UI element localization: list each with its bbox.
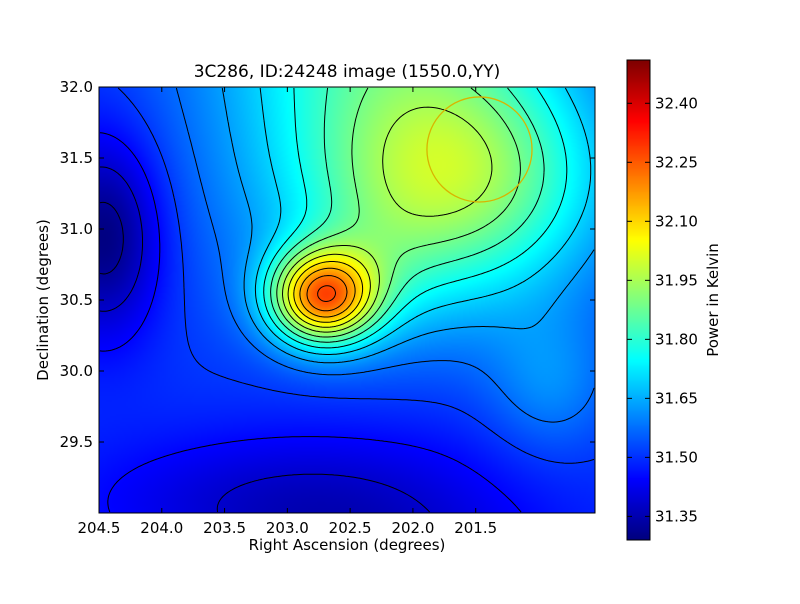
heatmap-image — [99, 87, 595, 513]
contour-line-15 — [306, 275, 348, 312]
y-tick-label: 29.5 — [60, 433, 93, 451]
colorbar-tick-label: 31.95 — [655, 271, 698, 289]
contour-line-8 — [263, 87, 568, 349]
colorbar-tick-label: 31.80 — [655, 330, 698, 348]
contour-line-11 — [282, 106, 493, 333]
y-axis-label: Declination (degrees) — [34, 219, 52, 381]
x-tick-label: 203.5 — [203, 519, 246, 537]
contour-line-1 — [99, 201, 124, 275]
y-tick-label: 32.0 — [60, 78, 93, 96]
x-axis-label: Right Ascension (degrees) — [249, 536, 446, 554]
colorbar-tick-label: 31.50 — [655, 448, 698, 466]
plot-area: 204.5 204.0 203.5 203.0 202.5 202.0 201.5 32.0… — [60, 78, 596, 537]
x-tick-label: 201.5 — [454, 519, 497, 537]
x-tick-label: 202.0 — [391, 519, 434, 537]
x-tick-label: 202.5 — [329, 519, 372, 537]
contour-line-5 — [175, 87, 595, 423]
contour-line-2 — [99, 166, 430, 513]
x-tick-label: 203.0 — [266, 519, 309, 537]
contour-lines — [99, 87, 595, 513]
colorbar-tick-label: 32.10 — [655, 212, 698, 230]
colorbar-tick-label: 31.65 — [655, 389, 698, 407]
y-tick-label: 30.0 — [60, 362, 93, 380]
contour-line-4 — [117, 87, 595, 464]
colorbar-ticks: 31.35 31.50 31.65 31.80 31.95 32.10 32.25 32.40 — [627, 94, 698, 525]
y-tick-label: 30.5 — [60, 291, 93, 309]
contour-line-13 — [293, 261, 364, 323]
contour-line-3 — [99, 132, 522, 513]
y-tick-label: 31.0 — [60, 220, 93, 238]
x-tick-label: 204.0 — [140, 519, 183, 537]
y-axis-ticks: 32.0 31.5 31.0 30.5 30.0 29.5 — [60, 78, 595, 451]
x-axis-ticks: 204.5 204.0 203.5 203.0 202.5 202.0 201.5 — [78, 87, 497, 537]
chart-title: 3C286, ID:24248 image (1550.0,YY) — [194, 62, 501, 82]
contour-line-7 — [254, 87, 592, 355]
contour-line-12 — [287, 253, 371, 328]
colorbar-frame — [626, 59, 651, 541]
contour-line-9 — [270, 87, 545, 343]
colorbar-tick-label: 31.35 — [655, 507, 698, 525]
colorbar-gradient — [627, 60, 650, 540]
contour-line-16 — [317, 285, 336, 302]
colorbar-tick-label: 32.25 — [655, 153, 698, 171]
colorbar: 31.35 31.50 31.65 31.80 31.95 32.10 32.25 32.40… — [626, 59, 722, 541]
contour-line-14 — [299, 267, 356, 318]
contour-line-6 — [221, 87, 595, 364]
x-tick-label: 204.5 — [78, 519, 121, 537]
beam-circle — [426, 96, 533, 203]
colorbar-tick-label: 32.40 — [655, 94, 698, 112]
contour-line-10 — [276, 87, 521, 338]
y-tick-label: 31.5 — [60, 149, 93, 167]
colorbar-label: Power in Kelvin — [704, 243, 722, 357]
